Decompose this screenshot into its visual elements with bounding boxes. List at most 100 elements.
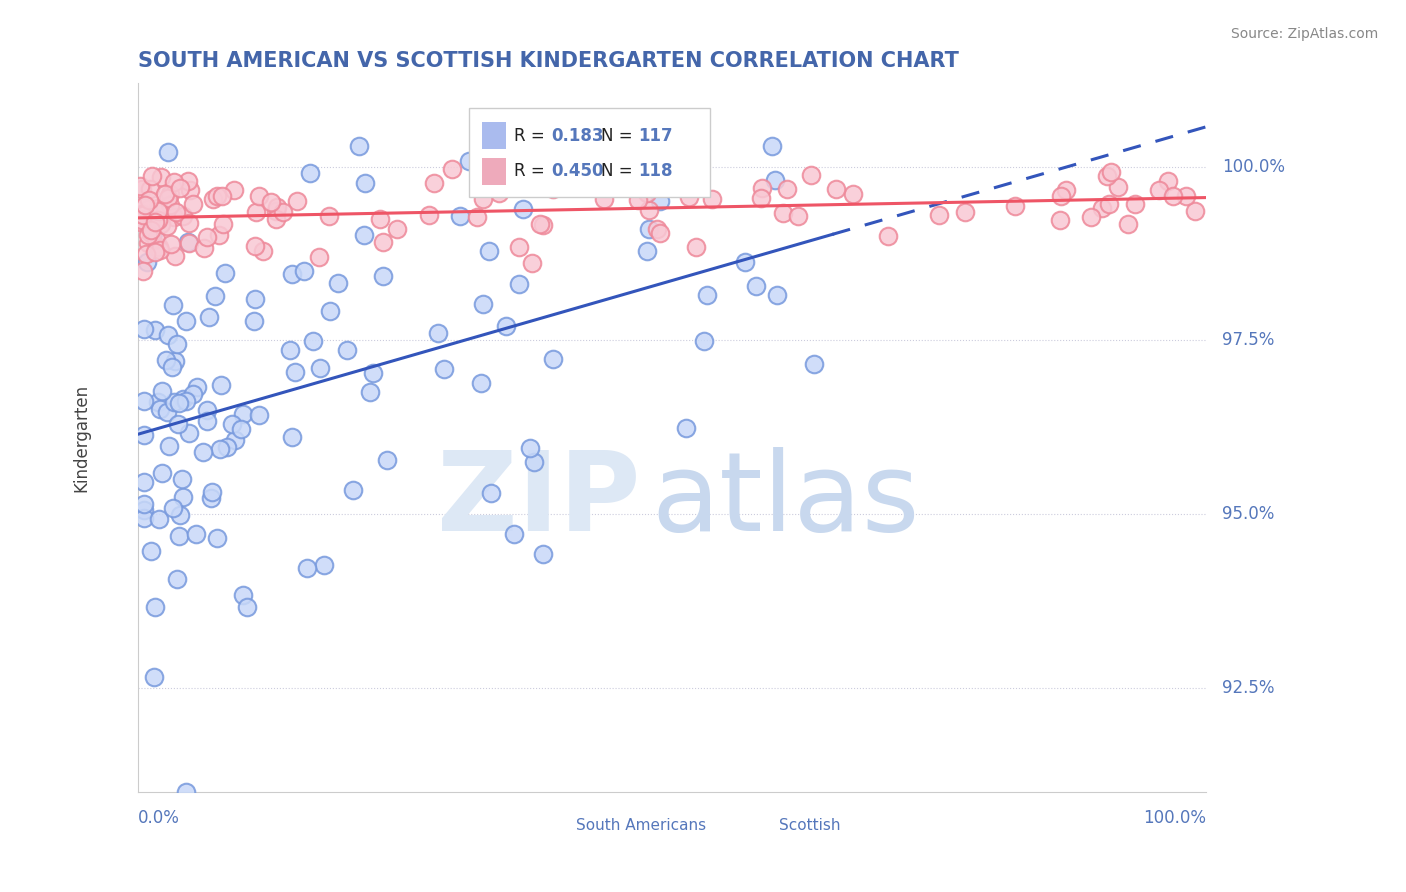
Point bbox=[162, 298, 184, 312]
Point bbox=[159, 198, 181, 212]
Point bbox=[162, 360, 184, 375]
Point bbox=[138, 219, 160, 234]
Point bbox=[156, 405, 179, 419]
Point bbox=[136, 202, 159, 216]
Text: SOUTH AMERICAN VS SCOTTISH KINDERGARTEN CORRELATION CHART: SOUTH AMERICAN VS SCOTTISH KINDERGARTEN … bbox=[138, 51, 959, 70]
Point bbox=[172, 392, 194, 406]
Point bbox=[174, 394, 197, 409]
Point bbox=[177, 174, 200, 188]
Point bbox=[207, 531, 229, 545]
Point bbox=[266, 200, 288, 214]
Point bbox=[157, 191, 180, 205]
Point bbox=[129, 179, 152, 194]
Point bbox=[347, 139, 370, 153]
Point bbox=[278, 343, 301, 358]
Point bbox=[221, 417, 243, 431]
Point bbox=[163, 175, 186, 189]
Point bbox=[264, 211, 287, 226]
Point bbox=[169, 508, 191, 522]
Text: N =: N = bbox=[600, 127, 637, 145]
Point bbox=[1095, 169, 1118, 183]
Point bbox=[132, 511, 155, 525]
Point bbox=[787, 209, 810, 223]
Text: Kindergarten: Kindergarten bbox=[72, 384, 90, 491]
Point bbox=[772, 205, 794, 219]
Point bbox=[145, 599, 167, 614]
Point bbox=[132, 503, 155, 517]
Point bbox=[143, 244, 166, 259]
Point bbox=[803, 357, 825, 371]
Text: Scottish: Scottish bbox=[779, 819, 841, 833]
Point bbox=[749, 191, 772, 205]
Point bbox=[503, 526, 526, 541]
Point bbox=[163, 394, 186, 409]
Point bbox=[242, 314, 264, 328]
Point bbox=[131, 208, 153, 222]
Point bbox=[763, 173, 786, 187]
Point bbox=[309, 360, 332, 375]
Point bbox=[877, 229, 900, 244]
Text: 95.0%: 95.0% bbox=[1222, 505, 1275, 523]
Point bbox=[211, 217, 233, 231]
Text: 100.0%: 100.0% bbox=[1222, 158, 1285, 176]
Point bbox=[152, 467, 174, 481]
Text: 0.0%: 0.0% bbox=[138, 809, 180, 827]
Point bbox=[202, 192, 225, 206]
FancyBboxPatch shape bbox=[482, 158, 506, 185]
Point bbox=[326, 276, 349, 290]
Point bbox=[224, 183, 246, 197]
Point bbox=[247, 189, 270, 203]
Point bbox=[150, 384, 173, 399]
Point bbox=[204, 289, 226, 303]
Point bbox=[243, 292, 266, 306]
Point bbox=[200, 491, 222, 506]
Point bbox=[371, 269, 394, 284]
Point bbox=[318, 209, 340, 223]
Point bbox=[488, 186, 510, 200]
Point bbox=[636, 186, 658, 201]
Point bbox=[478, 244, 501, 259]
Point bbox=[252, 244, 274, 258]
Point bbox=[593, 192, 616, 206]
Point bbox=[143, 215, 166, 229]
Point bbox=[132, 216, 155, 230]
Point bbox=[139, 223, 162, 237]
Point bbox=[208, 442, 231, 456]
Point bbox=[136, 227, 159, 242]
Point bbox=[170, 472, 193, 486]
Point bbox=[134, 475, 156, 490]
Text: 100.0%: 100.0% bbox=[1143, 809, 1206, 827]
Point bbox=[495, 318, 517, 333]
Point bbox=[636, 244, 658, 258]
Point bbox=[471, 297, 494, 311]
Point bbox=[232, 408, 254, 422]
Point bbox=[169, 181, 191, 195]
Point bbox=[205, 189, 228, 203]
Point bbox=[626, 194, 648, 208]
Point bbox=[146, 203, 169, 218]
Point bbox=[423, 176, 446, 190]
Point bbox=[650, 194, 672, 208]
Point bbox=[146, 213, 169, 227]
Point bbox=[520, 256, 543, 270]
Point bbox=[208, 227, 231, 242]
Point bbox=[163, 249, 186, 263]
Point bbox=[245, 204, 267, 219]
Point bbox=[156, 145, 179, 160]
Point bbox=[201, 484, 224, 499]
Point bbox=[678, 190, 700, 204]
Point bbox=[287, 194, 309, 209]
Text: R =: R = bbox=[515, 127, 550, 145]
Point bbox=[179, 426, 201, 441]
Point bbox=[675, 421, 697, 435]
Point bbox=[232, 588, 254, 602]
Point bbox=[159, 236, 181, 251]
Text: ZIP: ZIP bbox=[437, 447, 640, 554]
Text: 97.5%: 97.5% bbox=[1222, 332, 1275, 350]
Point bbox=[179, 235, 201, 250]
Point bbox=[1049, 213, 1071, 227]
Point bbox=[139, 544, 162, 558]
Point bbox=[953, 205, 976, 219]
Point bbox=[426, 326, 449, 340]
Point bbox=[319, 304, 342, 318]
